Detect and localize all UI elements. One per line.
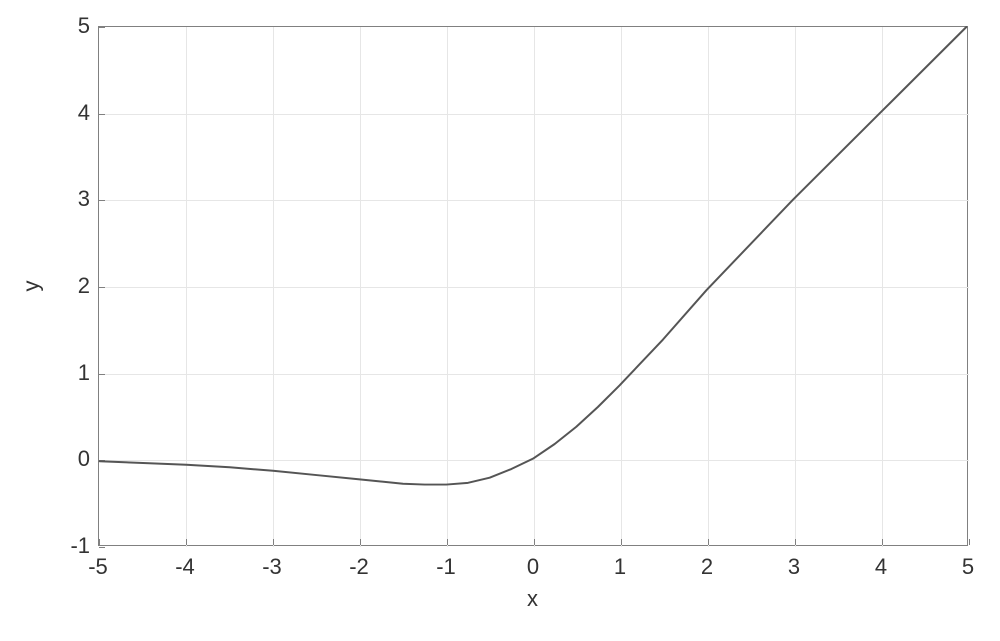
y-tick-label: 0 xyxy=(58,446,90,472)
y-tick-label: 1 xyxy=(58,360,90,386)
y-tick-label: 4 xyxy=(58,100,90,126)
chart-container: x y -5 -4 -3 -2 -1 0 1 2 3 4 5 -1 0 1 2 3 4 5 xyxy=(0,0,1000,641)
y-tick-label: 2 xyxy=(58,273,90,299)
x-tick-label: 4 xyxy=(875,554,887,580)
x-tick-label: 2 xyxy=(701,554,713,580)
y-axis-label: y xyxy=(19,281,45,292)
y-tick-label: 5 xyxy=(58,13,90,39)
x-tick-label: 1 xyxy=(614,554,626,580)
x-tick-label: 5 xyxy=(962,554,974,580)
x-tick-label: 0 xyxy=(527,554,539,580)
x-tick-mark xyxy=(969,539,970,545)
plot-area xyxy=(98,26,968,546)
y-tick-label: -1 xyxy=(58,533,90,559)
x-tick-label: -5 xyxy=(88,554,108,580)
x-tick-label: -1 xyxy=(436,554,456,580)
x-tick-label: -4 xyxy=(175,554,195,580)
line-series xyxy=(99,27,967,545)
x-tick-label: 3 xyxy=(788,554,800,580)
x-tick-label: -3 xyxy=(262,554,282,580)
x-tick-label: -2 xyxy=(349,554,369,580)
y-tick-mark xyxy=(99,547,105,548)
y-tick-label: 3 xyxy=(58,186,90,212)
x-axis-label: x xyxy=(527,586,538,612)
